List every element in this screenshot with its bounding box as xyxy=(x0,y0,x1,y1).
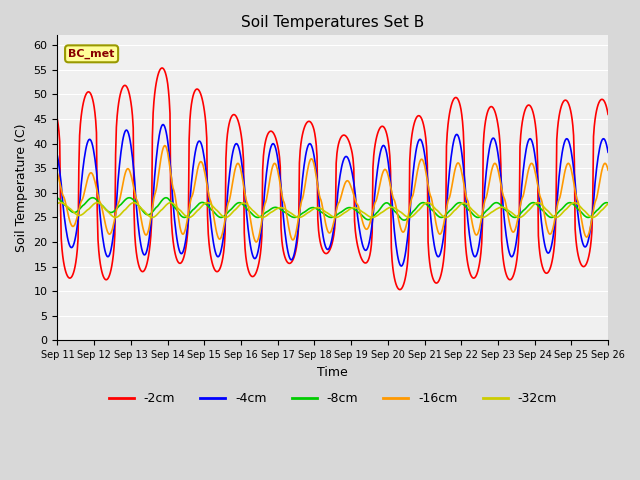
-16cm xyxy=(206,196,214,202)
-8cm xyxy=(401,217,409,223)
-4cm xyxy=(206,210,214,216)
-2cm xyxy=(120,83,128,88)
-2cm xyxy=(206,247,214,253)
-16cm xyxy=(54,170,61,176)
-4cm xyxy=(401,252,409,258)
-8cm xyxy=(401,217,408,223)
-2cm xyxy=(417,115,425,121)
-8cm xyxy=(54,195,61,201)
Line: -2cm: -2cm xyxy=(58,68,608,289)
-32cm xyxy=(177,208,184,214)
-32cm xyxy=(64,204,72,210)
-32cm xyxy=(206,201,214,206)
Title: Soil Temperatures Set B: Soil Temperatures Set B xyxy=(241,15,424,30)
-4cm xyxy=(604,149,612,155)
-32cm xyxy=(54,201,61,206)
-2cm xyxy=(401,276,409,282)
Line: -8cm: -8cm xyxy=(58,198,608,220)
-8cm xyxy=(177,213,184,218)
-8cm xyxy=(604,200,612,206)
-16cm xyxy=(417,156,425,162)
-4cm xyxy=(417,137,425,143)
-4cm xyxy=(159,121,167,127)
-16cm xyxy=(401,227,409,232)
-2cm xyxy=(63,273,71,279)
-32cm xyxy=(401,212,408,218)
Line: -32cm: -32cm xyxy=(58,203,608,217)
-8cm xyxy=(121,197,129,203)
-32cm xyxy=(589,215,596,220)
-4cm xyxy=(54,153,61,159)
-4cm xyxy=(120,132,128,137)
-16cm xyxy=(177,227,184,233)
-8cm xyxy=(89,195,97,201)
-16cm xyxy=(253,239,260,245)
-4cm xyxy=(397,263,405,269)
Line: -16cm: -16cm xyxy=(58,145,608,242)
-8cm xyxy=(206,205,214,211)
-32cm xyxy=(604,201,612,207)
-2cm xyxy=(177,260,184,266)
-4cm xyxy=(177,251,184,256)
Legend: -2cm, -4cm, -8cm, -16cm, -32cm: -2cm, -4cm, -8cm, -16cm, -32cm xyxy=(104,387,562,410)
-16cm xyxy=(161,143,168,148)
-32cm xyxy=(56,200,64,205)
Line: -4cm: -4cm xyxy=(58,124,608,266)
-2cm xyxy=(159,65,166,71)
-8cm xyxy=(63,204,71,210)
-2cm xyxy=(396,287,404,292)
Y-axis label: Soil Temperature (C): Soil Temperature (C) xyxy=(15,124,28,252)
-16cm xyxy=(604,167,612,173)
-2cm xyxy=(54,117,61,122)
Text: BC_met: BC_met xyxy=(68,48,115,59)
-32cm xyxy=(121,207,129,213)
-16cm xyxy=(120,175,128,181)
-32cm xyxy=(417,205,424,211)
-2cm xyxy=(604,111,612,117)
-4cm xyxy=(63,234,71,240)
-8cm xyxy=(417,200,425,206)
X-axis label: Time: Time xyxy=(317,366,348,379)
-16cm xyxy=(63,208,71,214)
